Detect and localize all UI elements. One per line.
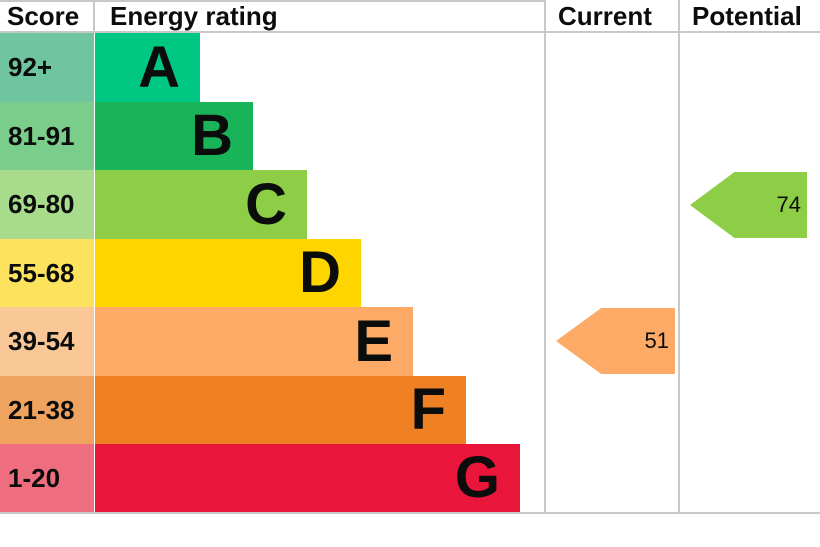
score-range-label: 21-38 bbox=[8, 394, 75, 425]
score-cell: 92+ bbox=[0, 33, 94, 102]
band-row-b: 81-91 B bbox=[0, 102, 820, 170]
band-bar-g: G bbox=[95, 444, 520, 512]
potential-rating-value: 74 bbox=[776, 192, 801, 217]
score-range-label: 81-91 bbox=[8, 120, 75, 151]
band-row-c: 69-80 C bbox=[0, 170, 820, 239]
score-range-label: 55-68 bbox=[8, 257, 75, 288]
band-bar-f: F bbox=[95, 376, 466, 444]
band-bar-c: C bbox=[95, 170, 307, 239]
chart-bottom-border bbox=[0, 512, 820, 514]
score-cell: 55-68 bbox=[0, 239, 94, 307]
potential-header: Potential bbox=[692, 1, 802, 31]
score-cell: 21-38 bbox=[0, 376, 94, 444]
band-row-d: 55-68 D bbox=[0, 239, 820, 307]
score-cell: 1-20 bbox=[0, 444, 94, 512]
band-row-f: 21-38 F bbox=[0, 376, 820, 444]
current-header: Current bbox=[558, 1, 652, 31]
score-header: Score bbox=[7, 1, 80, 31]
band-letter-d: D bbox=[299, 240, 341, 305]
band-letter-e: E bbox=[354, 308, 393, 374]
current-rating-value: 51 bbox=[644, 328, 669, 353]
score-range-label: 1-20 bbox=[8, 462, 61, 493]
energy-rating-header: Energy rating bbox=[110, 1, 278, 31]
score-cell: 69-80 bbox=[0, 170, 94, 239]
band-row-a: 92+ A bbox=[0, 33, 820, 102]
band-letter-b: B bbox=[191, 103, 233, 168]
potential-rating-arrow: 74 bbox=[690, 172, 807, 238]
band-row-g: 1-20 G bbox=[0, 444, 820, 512]
score-cell: 39-54 bbox=[0, 307, 94, 376]
band-bar-d: D bbox=[95, 239, 361, 307]
score-range-label: 92+ bbox=[8, 52, 53, 82]
score-range-label: 39-54 bbox=[8, 326, 75, 356]
header-bottom-border bbox=[0, 31, 820, 33]
band-letter-f: F bbox=[410, 377, 446, 442]
band-bar-a: A bbox=[95, 33, 200, 102]
score-cell: 81-91 bbox=[0, 102, 94, 170]
band-bar-e: E bbox=[95, 307, 413, 376]
band-row-e: 39-54 E bbox=[0, 307, 820, 376]
band-bar-b: B bbox=[95, 102, 253, 170]
band-letter-c: C bbox=[245, 171, 287, 237]
top-border bbox=[0, 0, 545, 2]
band-letter-a: A bbox=[138, 34, 180, 100]
current-column-divider bbox=[544, 0, 546, 514]
score-range-label: 69-80 bbox=[8, 189, 75, 219]
score-column-divider bbox=[93, 0, 95, 32]
band-letter-g: G bbox=[454, 445, 500, 510]
potential-column-divider bbox=[678, 0, 680, 514]
